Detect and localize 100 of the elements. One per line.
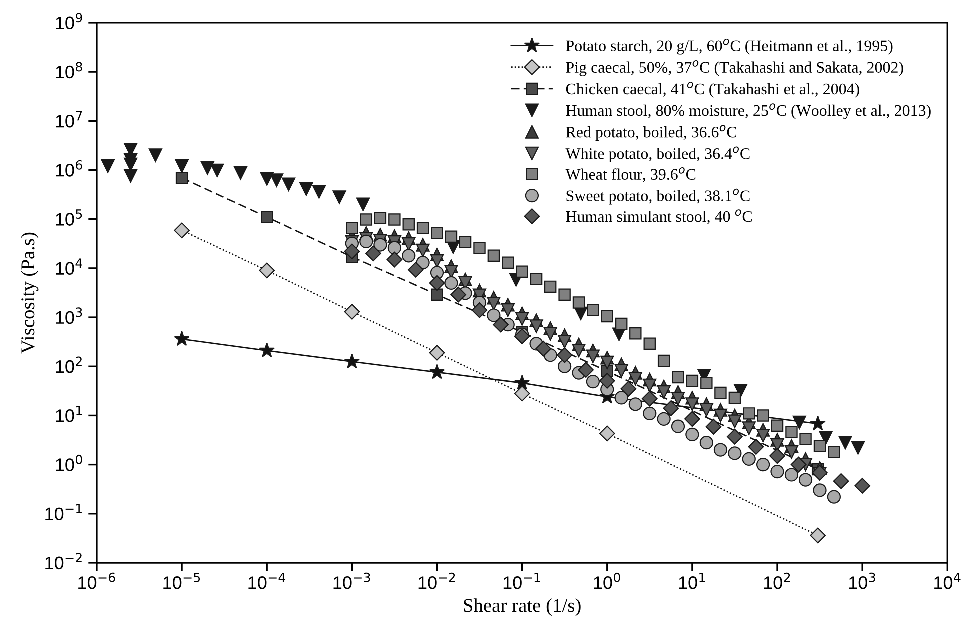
point [586, 375, 600, 389]
legend-label: Human stool, 80% moisture, 25$^{o}$C (Woolley et al., 2013) [566, 104, 931, 120]
point [516, 312, 530, 326]
point [530, 273, 543, 286]
point [743, 408, 756, 420]
point [700, 436, 714, 450]
y-tick-label: 10$^{6}$ [56, 160, 82, 177]
x-tick-label: 10$^{1}$ [679, 573, 706, 590]
y-tick-label: 10$^{2}$ [56, 356, 82, 374]
point [614, 391, 628, 405]
x-tick-label: 10$^{2}$ [764, 572, 790, 590]
point [686, 428, 700, 442]
point [502, 256, 514, 269]
point [628, 372, 642, 386]
point [798, 473, 813, 487]
point [346, 222, 358, 234]
point [756, 428, 770, 443]
point [444, 276, 458, 290]
y-axis-title: Viscosity (Pa.s) [21, 232, 39, 354]
point [786, 426, 798, 438]
x-tick-label: 10$^{3}$ [850, 572, 876, 590]
point [615, 318, 628, 330]
point [558, 288, 571, 301]
point [658, 354, 670, 368]
legend-label: Wheat flour, 39.6$^{o}$C [566, 167, 696, 182]
point [501, 304, 515, 318]
point [700, 403, 714, 417]
x-tick-label: 10$^{−4}$ [248, 573, 286, 590]
point [686, 398, 700, 412]
point [714, 443, 728, 457]
point [657, 385, 671, 400]
legend-label: Chicken caecal, 41$^{o}$C (Takahashi et al., 2004) [566, 82, 860, 98]
point [728, 392, 742, 404]
point [516, 266, 528, 278]
legend-label: Human simulant stool, 40 $^{o}$C [566, 210, 752, 224]
point [572, 296, 586, 309]
point [784, 468, 799, 482]
legend-label: Potato starch, 20 g/L, 60$^{o}$C (Heitmann et al., 1995) [566, 38, 893, 55]
point [813, 484, 827, 498]
point [643, 378, 657, 392]
point [771, 420, 784, 432]
y-tick-label: 10$^{1}$ [56, 406, 82, 422]
x-tick-label: 10$^{0}$ [594, 572, 620, 590]
point [374, 238, 388, 252]
point [388, 241, 402, 255]
point [544, 280, 557, 294]
point [402, 218, 415, 231]
point [700, 377, 713, 390]
point [416, 222, 430, 234]
point [828, 446, 840, 458]
point [402, 249, 416, 263]
y-tick-label: 10$^{−1}$ [46, 504, 82, 520]
x-tick-label: 10$^{−3}$ [334, 572, 370, 590]
point [459, 236, 472, 248]
legend-label: Pig caecal, 50%, 37$^{o}$C (Takahashi and Sakata, 2002) [566, 60, 904, 76]
point [784, 445, 799, 460]
point [728, 446, 742, 460]
point [671, 392, 686, 406]
point [757, 410, 770, 422]
x-tick-label: 10$^{4}$ [934, 573, 961, 590]
point [558, 335, 572, 349]
y-tick-label: 10$^{3}$ [56, 308, 82, 324]
point [388, 214, 401, 226]
point [643, 406, 657, 420]
point [756, 458, 770, 472]
point [430, 254, 444, 268]
legend-label: Sweet potato, boiled, 38.1$^{o}$C [566, 188, 750, 205]
point [344, 244, 360, 260]
point [742, 422, 756, 436]
y-tick-label: 10$^{4}$ [56, 258, 82, 276]
point [614, 364, 628, 378]
legend-label: White potato, boiled, 36.4$^{o}$C [566, 146, 750, 163]
point [800, 433, 812, 446]
point [728, 414, 742, 428]
point [374, 212, 387, 224]
point [671, 420, 686, 434]
y-tick-label: 10$^{5}$ [56, 210, 82, 226]
y-tick-label: 10$^{−2}$ [46, 553, 82, 570]
point [474, 242, 486, 254]
point [630, 328, 642, 340]
x-tick-label: 10$^{−6}$ [78, 572, 116, 590]
point [600, 356, 614, 370]
point [586, 350, 600, 364]
point [544, 327, 558, 341]
point [360, 234, 374, 249]
point [572, 344, 586, 358]
point [445, 230, 458, 243]
point [402, 238, 416, 252]
point [814, 440, 826, 452]
point [714, 386, 727, 400]
point [644, 338, 656, 350]
point [714, 408, 728, 423]
y-tick-label: 10$^{0}$ [56, 454, 82, 472]
legend-label: Red potato, boiled, 36.6$^{o}$C [566, 125, 736, 141]
point [601, 310, 614, 323]
y-tick-label: 10$^{9}$ [56, 13, 82, 30]
point [530, 320, 544, 334]
y-tick-label: 10$^{8}$ [56, 62, 82, 79]
point [487, 308, 501, 322]
point [742, 452, 756, 466]
